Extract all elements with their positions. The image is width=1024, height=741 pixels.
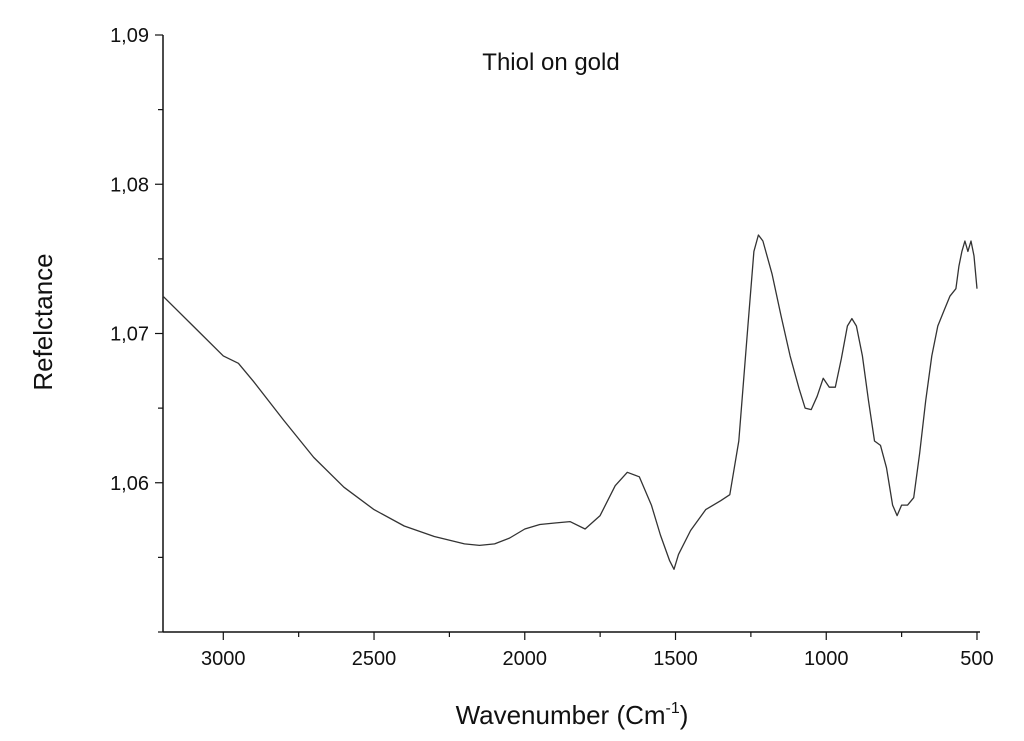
x-axis-title-text: Wavenumber (Cm	[456, 700, 666, 730]
chart-title: Thiol on gold	[482, 49, 619, 76]
x-tick-label: 1500	[653, 648, 698, 670]
x-axis-title-superscript: -1	[666, 700, 680, 717]
y-tick-label: 1,06	[110, 473, 149, 495]
x-tick-label: 500	[960, 648, 993, 670]
x-tick-label: 2500	[352, 648, 397, 670]
x-tick-label: 3000	[201, 648, 246, 670]
plot-area	[162, 234, 978, 570]
x-axis-title: Wavenumber (Cm-1)	[456, 700, 689, 730]
x-axis-title-suffix: )	[680, 700, 689, 730]
series-line	[162, 234, 978, 570]
axes: 1,06 1,07 1,08 1,09 3000 2500 2000 1500 1000 500	[110, 25, 994, 670]
y-tick-label: 1,07	[110, 324, 149, 346]
x-tick-label: 2000	[503, 648, 548, 670]
y-tick-label: 1,08	[110, 174, 149, 196]
x-tick-label: 1000	[804, 648, 849, 670]
y-tick-label: 1,09	[110, 25, 149, 47]
y-axis-title: Refelctance	[28, 253, 58, 390]
